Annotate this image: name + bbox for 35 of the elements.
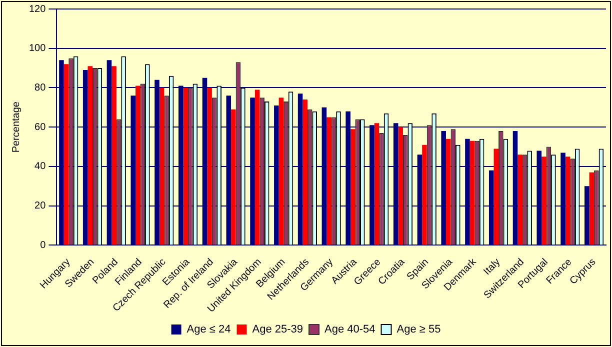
bar (159, 88, 164, 245)
bar (64, 64, 69, 245)
legend-label: Age 25-39 (252, 324, 304, 336)
y-tick-label: 20 (34, 200, 46, 212)
bar (518, 154, 522, 245)
y-tick-label: 100 (28, 43, 46, 54)
bar (136, 86, 140, 245)
bar (350, 129, 356, 245)
bar (183, 88, 188, 245)
y-axis-title: Percentage (10, 101, 22, 153)
legend-label: Age ≥ 55 (396, 324, 441, 336)
y-tick-label: 60 (34, 122, 46, 133)
bar (565, 156, 570, 245)
bar (494, 148, 499, 245)
bar (470, 140, 475, 245)
bar (398, 127, 403, 245)
bar (446, 138, 451, 245)
bar (589, 172, 594, 245)
bar (302, 100, 308, 245)
legend-label: Age 40-54 (324, 324, 376, 336)
bar (374, 123, 380, 245)
legend-label: Age ≤ 24 (186, 324, 231, 336)
bar (422, 144, 427, 245)
y-tick-label: 120 (28, 4, 46, 15)
y-tick-label: 0 (40, 240, 46, 251)
bar (278, 98, 284, 245)
bar (326, 117, 332, 245)
y-tick-label: 80 (34, 82, 46, 94)
y-tick-label: 40 (34, 161, 46, 172)
bar (231, 109, 236, 245)
bar (542, 156, 546, 245)
bar (254, 90, 260, 245)
bar (112, 66, 116, 245)
bar (207, 88, 212, 245)
bar (88, 66, 93, 245)
